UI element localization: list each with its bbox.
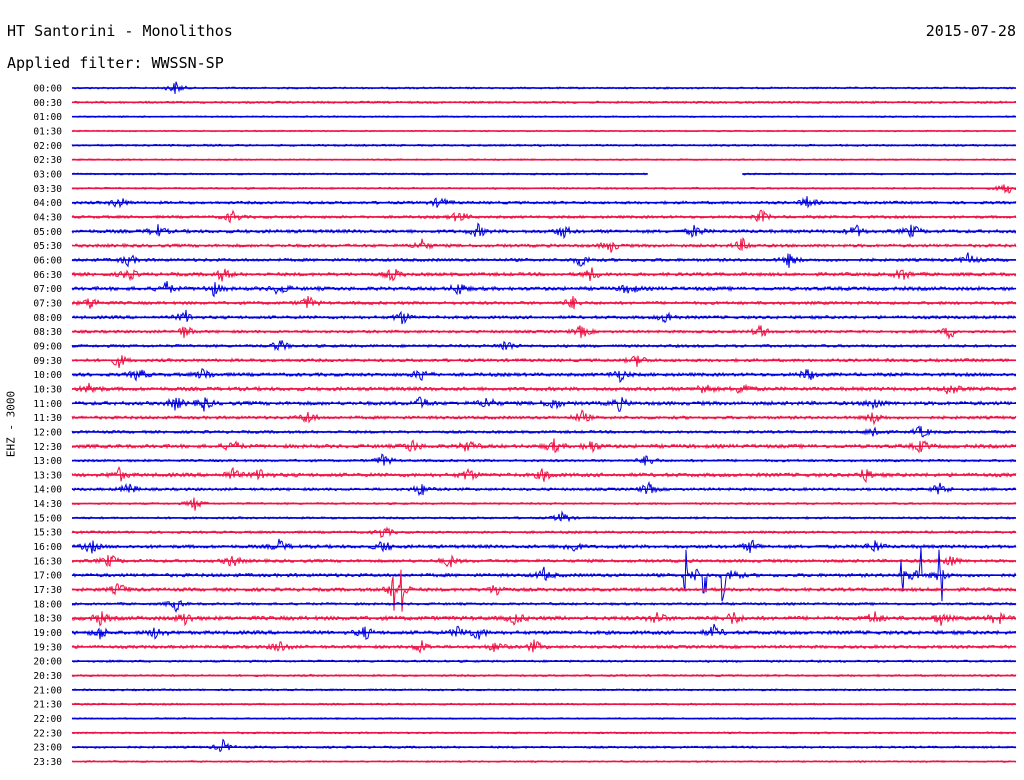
time-label: 01:00 xyxy=(33,112,62,123)
time-label: 23:00 xyxy=(33,743,62,754)
time-label: 12:00 xyxy=(33,427,62,438)
time-label: 08:30 xyxy=(33,327,62,338)
time-label: 05:30 xyxy=(33,241,62,252)
station-title: HT Santorini - Monolithos xyxy=(7,22,233,40)
time-label: 03:30 xyxy=(33,184,62,195)
seismic-trace xyxy=(71,355,1017,368)
time-label: 19:00 xyxy=(33,628,62,639)
time-label: 21:30 xyxy=(33,700,62,711)
time-label: 19:30 xyxy=(33,642,62,653)
time-label: 10:00 xyxy=(33,370,62,381)
time-label: 06:30 xyxy=(33,270,62,281)
time-label: 23:30 xyxy=(33,757,62,768)
time-label: 16:30 xyxy=(33,556,62,567)
seismic-trace xyxy=(71,639,1017,654)
time-label: 01:30 xyxy=(33,126,62,137)
time-label: 17:30 xyxy=(33,585,62,596)
time-label: 11:00 xyxy=(33,399,62,410)
time-label: 02:30 xyxy=(33,155,62,166)
time-label: 14:00 xyxy=(33,485,62,496)
time-label: 22:00 xyxy=(33,714,62,725)
time-label: 13:30 xyxy=(33,470,62,481)
time-label: 15:30 xyxy=(33,528,62,539)
time-label: 12:30 xyxy=(33,442,62,453)
seismic-trace xyxy=(71,438,1017,454)
time-label: 14:30 xyxy=(33,499,62,510)
time-label: 18:00 xyxy=(33,599,62,610)
time-label: 09:00 xyxy=(33,341,62,352)
header-date: 2015-07-28 xyxy=(925,22,1016,40)
time-label: 18:30 xyxy=(33,614,62,625)
time-label: 13:00 xyxy=(33,456,62,467)
time-label: 16:00 xyxy=(33,542,62,553)
time-label: 10:30 xyxy=(33,384,62,395)
time-label: 11:30 xyxy=(33,413,62,424)
seismic-trace xyxy=(71,510,1017,523)
time-label: 22:30 xyxy=(33,728,62,739)
time-label: 21:00 xyxy=(33,685,62,696)
time-label: 05:00 xyxy=(33,227,62,238)
time-label: 20:00 xyxy=(33,657,62,668)
time-label: 17:00 xyxy=(33,571,62,582)
seismic-trace xyxy=(71,340,1017,352)
seismic-trace xyxy=(71,396,1017,412)
time-label: 02:00 xyxy=(33,141,62,152)
time-label: 00:30 xyxy=(33,98,62,109)
header-left: HT Santorini - Monolithos Applied filter… xyxy=(7,20,233,84)
time-label: 00:00 xyxy=(33,84,62,95)
time-label: 09:30 xyxy=(33,356,62,367)
time-label: 07:30 xyxy=(33,298,62,309)
seismic-trace xyxy=(71,599,1017,613)
time-label: 20:30 xyxy=(33,671,62,682)
time-label: 06:00 xyxy=(33,255,62,266)
filter-label: Applied filter: WWSSN-SP xyxy=(7,54,224,72)
time-label: 07:00 xyxy=(33,284,62,295)
time-label: 04:30 xyxy=(33,212,62,223)
time-label: 04:00 xyxy=(33,198,62,209)
time-label: 03:00 xyxy=(33,169,62,180)
time-label: 08:00 xyxy=(33,313,62,324)
seismic-trace xyxy=(71,738,1017,753)
time-label: 15:00 xyxy=(33,513,62,524)
